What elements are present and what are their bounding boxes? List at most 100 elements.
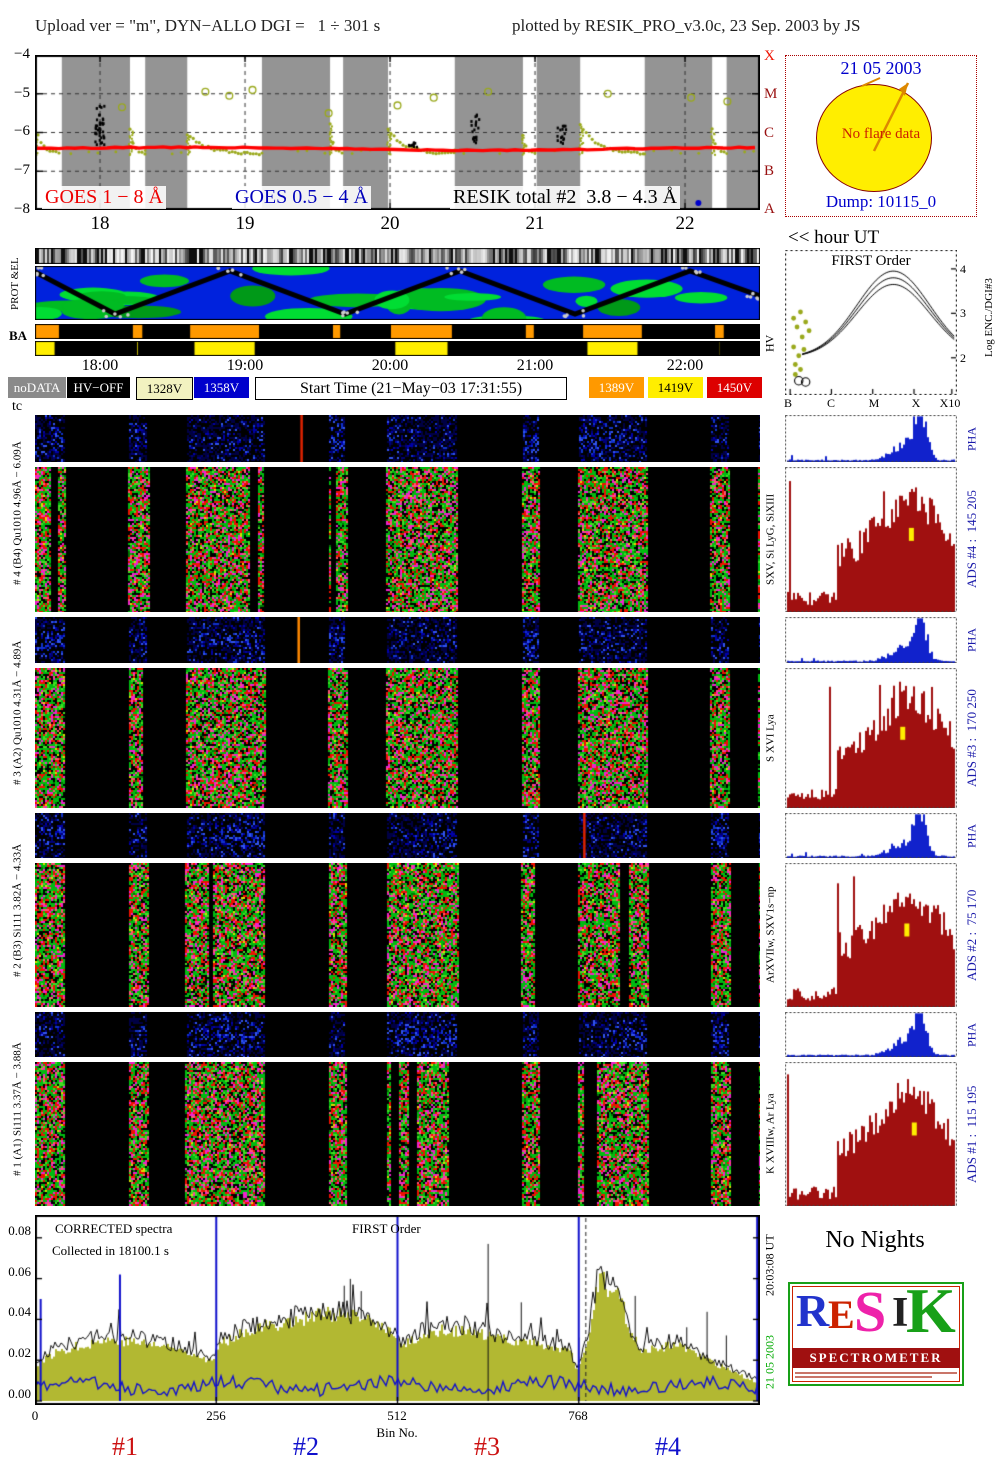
legend-1389v: 1389V	[589, 377, 644, 398]
bottom-y-tick: 0.08	[8, 1223, 31, 1238]
logo-letter-k: K	[906, 1275, 956, 1346]
pha-label-4: PHA	[964, 426, 979, 451]
logo-letter-e: E	[828, 1292, 855, 1337]
fo-y-tick: 3	[960, 306, 966, 320]
goes-y-tick: −5	[14, 85, 30, 101]
goes-x-tick: 22	[675, 213, 695, 234]
goes-legend-short: GOES 0.5 − 4 Å	[232, 186, 371, 209]
fo-x-tick: C	[826, 396, 835, 410]
goes-legend-long: GOES 1 − 8 Å	[42, 186, 166, 209]
header-left: Upload ver = "m", DYN−ALLO DGI = 1 ÷ 301…	[35, 16, 381, 35]
hv-yellow-strip	[35, 341, 760, 356]
time-tick: 22:00	[666, 357, 704, 374]
bottom-time-label: 20:03:08 UT	[762, 1234, 777, 1297]
spectrogram-ch2-pha	[35, 813, 760, 858]
goes-y-tick: −7	[14, 162, 30, 178]
spectrogram-ch4	[35, 467, 760, 612]
fo-y-tick: 4	[960, 262, 966, 276]
goes-class-label: C	[764, 125, 775, 141]
bottom-x-tick: 0	[31, 1408, 39, 1423]
pha-hist-ch3	[785, 617, 957, 663]
channel-label-2: # 2 (B3) Si111 3.82Å − 4.33Å	[11, 843, 24, 977]
spectrogram-ch3	[35, 668, 760, 808]
header-right: plotted by RESIK_PRO_v3.0c, 23 Sep. 2003…	[512, 16, 861, 35]
line-id-label-1: K XVIIIw, Ar Lya	[764, 1093, 777, 1175]
pha-label-3: PHA	[964, 628, 979, 653]
start-time-box: Start Time (21−May−03 17:31:55)	[255, 377, 567, 400]
no-nights-label: No Nights	[825, 1227, 925, 1253]
segment-label-1: #1	[112, 1432, 138, 1461]
channel-label-4: # 4 (B4) Qu1010 4.96Å − 6.09Å	[11, 441, 24, 586]
goes-class-label: B	[764, 163, 775, 179]
pha-hist-ch2	[785, 813, 957, 858]
orbit-map-strip	[35, 266, 760, 320]
pha-label-1: PHA	[964, 1022, 979, 1047]
bottom-x-tick: 256	[206, 1408, 226, 1423]
bottom-y-tick: 0.04	[8, 1304, 31, 1319]
spectrogram-ch4-pha	[35, 415, 760, 462]
tc-label: tc	[12, 399, 23, 414]
no-flare-text: No flare data	[841, 126, 921, 142]
spectrogram-ch3-pha	[35, 617, 760, 663]
ads-label-4: ADS #4 : 145 205	[964, 490, 979, 589]
legend-1419v: 1419V	[648, 377, 703, 398]
spectrogram-ch1-pha	[35, 1012, 760, 1057]
spectrogram-ch2	[35, 863, 760, 1007]
goes-x-tick: 19	[235, 213, 255, 234]
segment-label-4: #4	[655, 1432, 681, 1461]
hv-orange-strip	[35, 324, 760, 339]
fo-x-tick: X10	[939, 396, 961, 410]
fo-x-tick: B	[783, 396, 792, 410]
bottom-title: CORRECTED spectra	[55, 1221, 173, 1236]
time-tick: 19:00	[226, 357, 264, 374]
goes-y-tick: −4	[14, 46, 30, 62]
bottom-y-tick: 0.06	[8, 1264, 31, 1279]
pha-hist-ch4	[785, 415, 957, 462]
bottom-date-label: 21 05 2003	[762, 1335, 777, 1389]
logo-credit-line	[795, 1376, 932, 1378]
logo-inner-frame	[792, 1286, 960, 1382]
legend-hv-off: HV−OFF	[67, 377, 130, 398]
legend-nodata: noDATA	[8, 377, 66, 398]
goes-y-tick: −8	[14, 201, 30, 217]
segment-label-3: #3	[474, 1432, 500, 1461]
logo-letter-r: R	[796, 1285, 830, 1336]
bottom-x-tick: 512	[387, 1408, 407, 1423]
ads-hist-ch3	[785, 668, 957, 808]
bottom-subtitle: Collected in 18100.1 s	[52, 1243, 169, 1258]
ads-label-2: ADS #2 : 75 170	[964, 889, 979, 981]
line-id-label-4: SXV, Si LyG, SiXIII	[764, 493, 777, 586]
first-order-response-plot	[785, 250, 957, 395]
flare-arrow	[861, 77, 910, 152]
sun-disk	[816, 84, 932, 192]
legend-1450v: 1450V	[707, 377, 762, 398]
dump-text: Dump: 10115_0	[825, 192, 937, 211]
hv-label: HV	[762, 334, 777, 352]
segment-label-2: #2	[293, 1432, 319, 1461]
first-order-title: FIRST Order	[831, 253, 911, 269]
bottom-x-tick: 768	[568, 1408, 588, 1423]
hour-ut-label: << hour UT	[788, 227, 880, 248]
legend-1328v: 1328V	[136, 377, 193, 400]
corrected-spectra-plot	[35, 1215, 760, 1405]
ads-label-1: ADS #1 : 115 195	[964, 1085, 979, 1183]
pha-hist-ch1	[785, 1012, 957, 1057]
spectrogram-ch1	[35, 1062, 760, 1206]
line-id-label-2: ArXVIIw, SXV1s−np	[764, 886, 777, 984]
bottom-y-tick: 0.00	[8, 1386, 31, 1401]
ads-hist-ch1	[785, 1062, 957, 1206]
goes-class-label: A	[764, 201, 775, 217]
proton-electron-strip	[35, 248, 760, 264]
resik-logo: R E S I K SPECTROMETER	[788, 1275, 964, 1386]
goes-x-tick: 18	[90, 213, 110, 234]
fo-x-tick: X	[911, 396, 921, 410]
goes-y-tick: −6	[14, 123, 30, 139]
ads-hist-ch4	[785, 467, 957, 612]
time-tick: 21:00	[516, 357, 554, 374]
channel-label-1: # 1 (A1) Si111 3.37Å − 3.88Å	[11, 1042, 24, 1176]
fo-y-label: Log ENC./DGI#3	[983, 278, 995, 358]
time-tick: 20:00	[371, 357, 409, 374]
legend-1358v: 1358V	[194, 377, 249, 398]
pha-label-2: PHA	[964, 823, 979, 848]
